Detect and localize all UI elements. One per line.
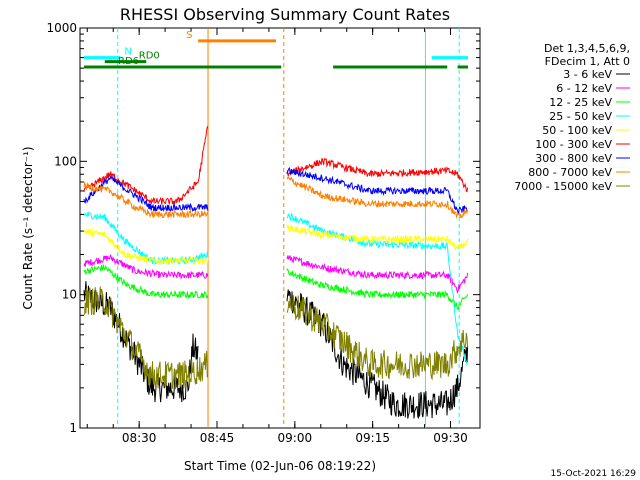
plot-frame xyxy=(79,27,481,429)
flag-label: RD6 xyxy=(118,56,139,67)
y-tick-label: 1000 xyxy=(46,21,77,35)
x-tick-label: 09:30 xyxy=(433,431,468,445)
series-line xyxy=(83,254,469,294)
series-line xyxy=(83,125,469,205)
x-tick-label: 08:30 xyxy=(122,431,157,445)
series-line xyxy=(83,224,469,265)
x-tick-label: 09:15 xyxy=(355,431,390,445)
legend-entry: 12 - 25 keV xyxy=(549,96,612,109)
x-axis-label: Start Time (02-Jun-06 08:19:22) xyxy=(184,459,376,473)
legend-entry: 800 - 7000 keV xyxy=(528,166,612,179)
legend-entry: 300 - 800 keV xyxy=(535,152,612,165)
legend-entry: 7000 - 15000 keV xyxy=(514,180,612,193)
legend-entry: 6 - 12 keV xyxy=(556,82,612,95)
legend-header: FDecim 1, Att 0 xyxy=(545,55,630,68)
series-line xyxy=(83,176,469,220)
y-axis-label: Count Rate (s⁻¹ detector⁻¹) xyxy=(21,146,35,309)
chart-title: RHESSI Observing Summary Count Rates xyxy=(120,5,450,24)
legend-entry: 3 - 6 keV xyxy=(563,68,612,81)
x-tick-label: 08:45 xyxy=(200,431,235,445)
legend-entry: 50 - 100 keV xyxy=(542,124,612,137)
legend-header: Det 1,3,4,5,6,9, xyxy=(544,42,630,55)
legend-entry: 100 - 300 keV xyxy=(535,138,612,151)
y-tick-label: 1 xyxy=(69,421,77,435)
plot-area: 1 10 100 1000 08:30 08:45 09:00 09:15 09:30 N RD0R… xyxy=(46,21,481,445)
series-line xyxy=(83,264,469,310)
flag-label: S xyxy=(186,30,192,41)
flag-label: N xyxy=(124,47,131,58)
legend-entry: 25 - 50 keV xyxy=(549,110,612,123)
series-line xyxy=(83,167,469,214)
x-tick-label: 09:00 xyxy=(278,431,313,445)
y-tick-label: 100 xyxy=(54,154,77,168)
series-line xyxy=(83,286,469,390)
legend: Det 1,3,4,5,6,9,FDecim 1, Att 03 - 6 keV… xyxy=(514,42,630,193)
y-tick-label: 10 xyxy=(62,288,77,302)
flag-label: RD0 xyxy=(139,51,160,62)
timestamp: 15-Oct-2021 16:29 xyxy=(551,469,637,479)
